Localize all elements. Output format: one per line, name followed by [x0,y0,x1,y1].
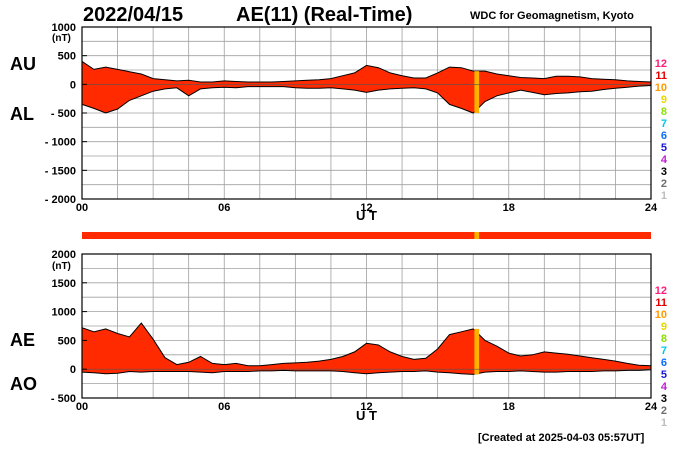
legend-item: 12 [655,285,667,297]
institution-label: WDC for Geomagnetism, Kyoto [470,10,634,22]
highlight-stripe [474,328,480,375]
x-tick-label: 24 [645,202,658,214]
legend-item: 3 [661,166,667,178]
ae-label: AE [10,330,36,350]
y-tick-label: 1000 [52,22,76,34]
unit-bottom: (nT) [52,261,71,272]
y-tick-label: 500 [58,335,76,347]
y-tick-label: - 2000 [45,194,76,206]
legend-item: 4 [661,154,668,166]
x-axis-label: U T [356,408,377,423]
y-tick-label: - 1000 [45,137,76,149]
legend-item: 7 [661,345,667,357]
legend-item: 1 [661,417,667,429]
unit-top: (nT) [52,33,71,44]
date-label: 2022/04/15 [83,4,184,26]
x-axis-label: U T [356,208,377,223]
x-tick-label: 18 [503,401,515,413]
legend-item: 4 [661,381,668,393]
y-tick-label: - 1500 [45,165,76,177]
y-tick-label: 0 [70,79,76,91]
x-tick-label: 00 [76,202,88,214]
legend-item: 7 [661,118,667,130]
legend-item: 1 [661,190,667,202]
plot-frame [81,253,652,399]
x-tick-label: 12 [360,202,372,214]
x-tick-label: 24 [645,401,658,413]
ao-label: AO [10,374,37,394]
legend-item: 6 [661,357,667,369]
y-tick-label: 500 [58,51,76,63]
legend-item: 10 [655,309,667,321]
legend-item: 2 [661,178,667,190]
y-tick-label: 2000 [52,249,76,261]
legend-item: 11 [655,70,667,82]
x-tick-label: 00 [76,401,88,413]
al-label: AL [10,104,34,124]
legend-item: 8 [661,106,667,118]
x-tick-label: 06 [218,202,230,214]
legend-item: 12 [655,58,667,70]
station-bar-highlight [474,232,480,239]
highlight-stripe [474,71,480,113]
legend-item: 5 [661,142,667,154]
legend-item: 8 [661,333,667,345]
x-tick-label: 06 [218,401,230,413]
legend-item: 5 [661,369,667,381]
legend-item: 11 [655,297,667,309]
y-tick-label: - 500 [51,108,76,120]
x-tick-label: 12 [360,401,372,413]
x-tick-label: 18 [503,202,515,214]
y-tick-label: 1000 [52,307,76,319]
legend-item: 3 [661,393,667,405]
legend-item: 9 [661,94,667,106]
page-title: AE(11) (Real-Time) [236,4,413,26]
station-bar [82,232,651,239]
legend-item: 6 [661,130,667,142]
legend-item: 10 [655,82,667,94]
created-timestamp: [Created at 2025-04-03 05:57UT] [478,432,645,444]
y-tick-label: 1500 [52,278,76,290]
au-label: AU [10,54,36,74]
y-tick-label: - 500 [51,393,76,405]
legend-item: 2 [661,405,667,417]
y-tick-label: 0 [70,364,76,376]
legend-item: 9 [661,321,667,333]
